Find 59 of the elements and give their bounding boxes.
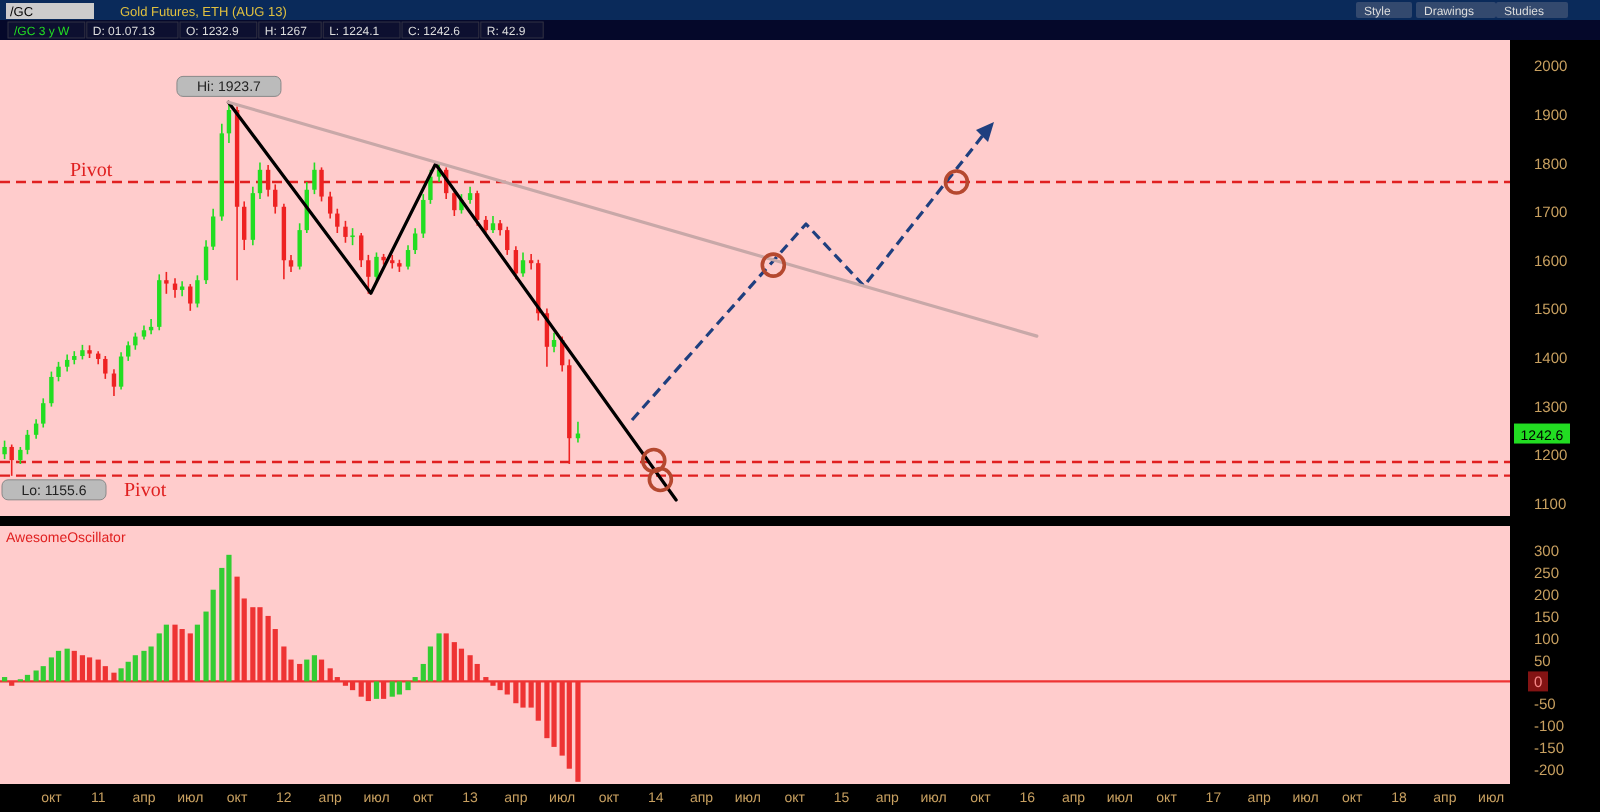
candlestick [421,193,426,239]
candlestick [2,439,7,460]
ref-line-label: Pivot [124,479,167,502]
candlestick [164,271,169,295]
bar [163,624,169,682]
bar [48,657,54,682]
candlestick [25,429,30,456]
candlestick [56,361,61,383]
candlestick [551,331,557,353]
candlestick [242,200,247,251]
candlestick [126,340,131,362]
bar [156,633,162,682]
candlestick [319,166,324,203]
candlestick [265,164,271,198]
point [640,447,667,474]
candlestick [195,274,200,309]
bar [311,655,318,682]
bar [389,681,395,697]
candlestick [374,251,379,283]
candlestick [528,253,534,271]
bar [55,650,62,682]
candlestick [111,368,117,397]
candlestick [297,222,302,271]
candlestick [390,254,395,270]
bar [64,648,70,682]
point [760,252,787,278]
candlestick [343,220,348,244]
bar [33,670,39,682]
candlestick [335,207,340,234]
candlestick [250,186,256,246]
bar [436,633,442,682]
point [647,466,674,493]
candlestick [366,254,371,295]
candlestick [312,161,317,195]
candlestick [103,355,108,380]
candlestick [118,351,124,391]
bar [118,668,124,682]
candlestick [41,397,46,429]
candlestick [210,207,216,251]
ref-line-label: Pivot [70,159,113,182]
bar [141,650,147,682]
bar [405,681,411,691]
bar [373,681,380,699]
point [943,169,970,195]
candlestick [188,283,193,312]
candlestick [273,183,278,215]
candlestick [9,443,14,477]
line-series [226,100,678,502]
candlestick [157,273,162,332]
candlestick [33,418,39,440]
candlestick [405,244,411,271]
bar [304,659,310,682]
candlestick [49,370,54,408]
candlestick [520,251,526,278]
candlestick [359,232,364,268]
bar [226,554,232,682]
candlestick [505,225,510,256]
bar [125,661,131,682]
candlestick [327,190,333,220]
